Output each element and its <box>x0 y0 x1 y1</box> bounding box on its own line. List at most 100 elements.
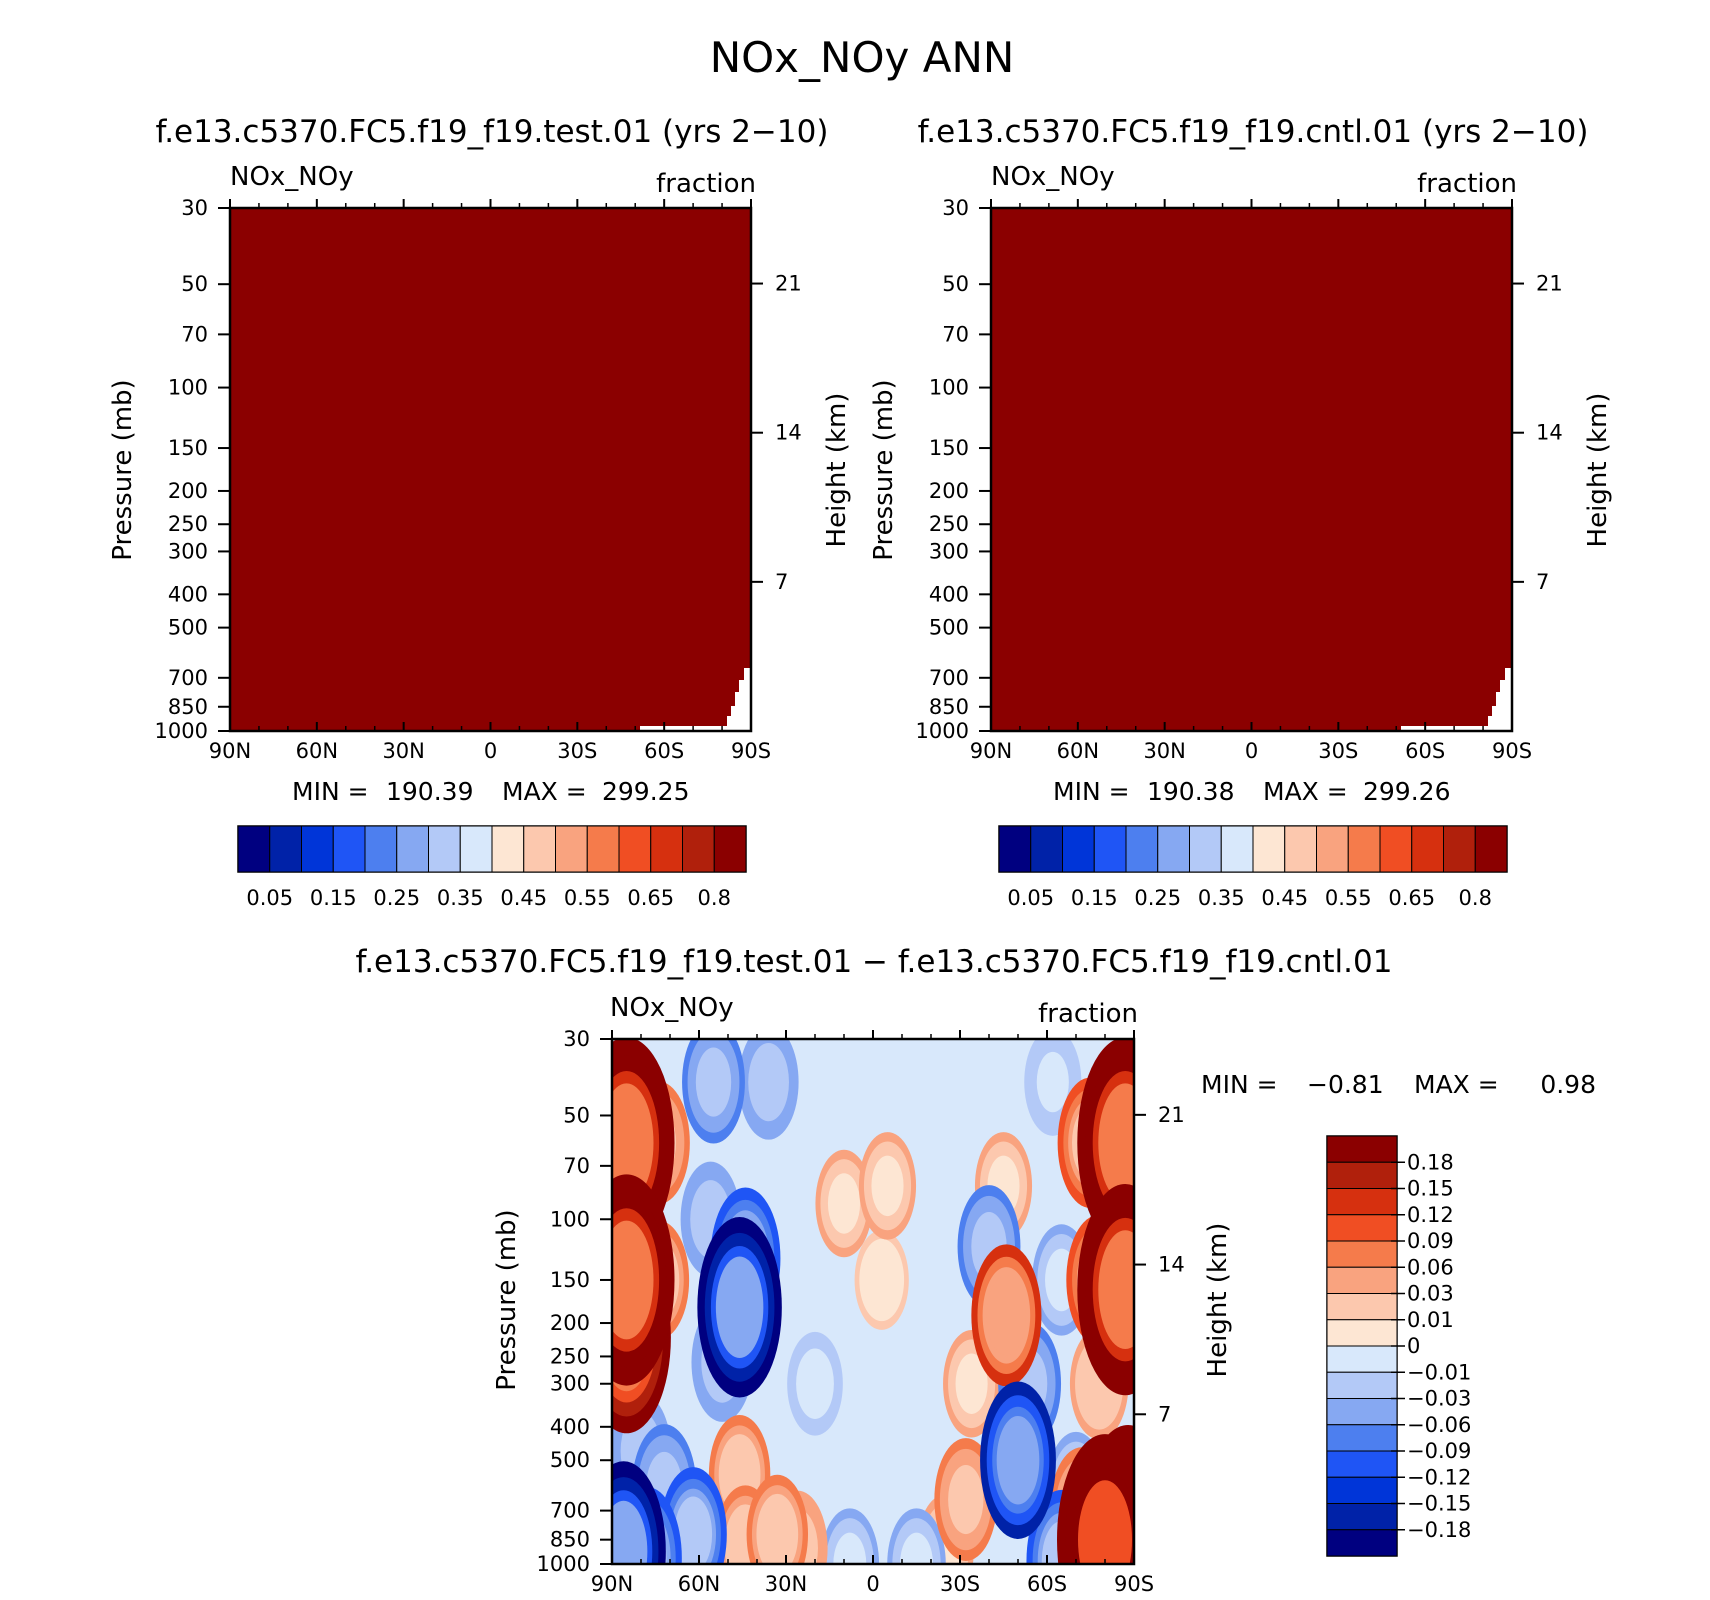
y2-axis-label: Height (km) <box>822 393 852 548</box>
y2-tick-label: 21 <box>1536 272 1563 296</box>
colorbar-swatch <box>428 825 461 873</box>
x-tick-label: 60S <box>1405 739 1445 763</box>
colorbar-swatch <box>1220 825 1254 873</box>
variable-label: NOx_NOy <box>991 162 1115 192</box>
y-tick-label: 1000 <box>155 719 208 743</box>
difference-field <box>612 1039 1134 1564</box>
max-value: 0.98 <box>1540 1070 1596 1099</box>
x-tick-label: 30N <box>765 1572 807 1596</box>
colorbar-swatch <box>1379 825 1413 873</box>
y-tick-label: 700 <box>929 666 969 690</box>
y2-tick-label: 7 <box>775 570 788 594</box>
y-tick-label: 1000 <box>537 1552 590 1576</box>
x-tick-label: 60N <box>1057 739 1099 763</box>
y-tick-label: 250 <box>168 512 208 536</box>
x-tick-label: 60S <box>644 739 684 763</box>
colorbar-swatch <box>1326 1319 1398 1347</box>
contour-region <box>751 1049 786 1115</box>
contour-region <box>871 1155 904 1217</box>
missing-data-region <box>1401 668 1512 731</box>
y2-tick-label: 14 <box>1158 1253 1185 1277</box>
contour-region <box>612 1220 654 1340</box>
colorbar-label: 0.15 <box>310 886 357 910</box>
colorbar-label: −0.15 <box>1407 1492 1471 1516</box>
min-label: MIN = <box>292 777 369 806</box>
colorbar-label: 0.65 <box>1388 886 1435 910</box>
colorbar-label: 0.45 <box>500 886 547 910</box>
missing-data-region <box>640 668 751 731</box>
colorbar-swatch <box>269 825 302 873</box>
colorbar-swatch <box>1326 1476 1398 1504</box>
colorbar-label: 0.55 <box>1325 886 1372 910</box>
x-tick-label: 30S <box>940 1572 980 1596</box>
y-tick-label: 30 <box>563 1027 590 1051</box>
colorbar-swatch <box>332 825 366 873</box>
x-tick-label: 30S <box>1318 739 1358 763</box>
colorbar-swatch <box>1316 825 1349 873</box>
y-tick-label: 500 <box>168 616 208 640</box>
y-tick-label: 50 <box>563 1103 590 1127</box>
colorbar-swatch <box>1093 825 1127 873</box>
y-tick-label: 850 <box>550 1528 590 1552</box>
y-tick-label: 700 <box>550 1499 590 1523</box>
colorbar-swatch <box>396 825 429 873</box>
y2-axis-label: Height (km) <box>1203 1223 1233 1378</box>
colorbar-swatch <box>1326 1371 1398 1399</box>
colorbar-swatch <box>523 825 556 873</box>
y-tick-label: 700 <box>168 666 208 690</box>
y-tick-label: 400 <box>929 582 969 606</box>
colorbar-label: 0.05 <box>246 886 293 910</box>
x-tick-label: 90S <box>1114 1572 1154 1596</box>
y-tick-label: 150 <box>550 1268 590 1292</box>
colorbar-label: −0.06 <box>1407 1413 1471 1437</box>
colorbar-swatch <box>1347 825 1381 873</box>
colorbar-swatch <box>1326 1398 1398 1426</box>
colorbar-label: 0.45 <box>1261 886 1308 910</box>
units-label: fraction <box>1038 999 1138 1029</box>
colorbar-swatch <box>1443 825 1476 873</box>
colorbar-label: 0.8 <box>1459 886 1492 910</box>
colorbar-label: 0.09 <box>1407 1229 1454 1253</box>
min-label: MIN = <box>1053 777 1130 806</box>
colorbar-swatch <box>713 825 747 873</box>
y-tick-label: 400 <box>168 582 208 606</box>
colorbar-label: 0.01 <box>1407 1308 1454 1332</box>
y2-axis-label: Height (km) <box>1583 393 1613 548</box>
y-tick-label: 70 <box>942 322 969 346</box>
contour-region <box>799 1354 831 1413</box>
colorbar-swatch <box>1284 825 1317 873</box>
y-axis-label: Pressure (mb) <box>869 379 899 560</box>
colorbar-swatch <box>1326 1293 1398 1321</box>
y-tick-label: 100 <box>168 376 208 400</box>
y2-tick-label: 21 <box>775 272 802 296</box>
y-tick-label: 100 <box>550 1207 590 1231</box>
y-tick-label: 300 <box>550 1372 590 1396</box>
colorbar-swatch <box>1326 1345 1398 1373</box>
colorbar-swatch <box>555 825 588 873</box>
field-fill <box>230 208 751 731</box>
colorbar-swatch <box>1411 825 1444 873</box>
colorbar-swatch <box>1326 1529 1398 1557</box>
x-tick-label: 30N <box>382 739 424 763</box>
colorbar-label: 0.03 <box>1407 1282 1454 1306</box>
y-tick-label: 400 <box>550 1415 590 1439</box>
units-label: fraction <box>656 169 756 199</box>
colorbar-label: 0.25 <box>1134 886 1181 910</box>
colorbar-label: 0.06 <box>1407 1255 1454 1279</box>
contour-region <box>695 1047 732 1117</box>
colorbar-label: 0.05 <box>1007 886 1054 910</box>
field-fill <box>991 208 1512 731</box>
x-tick-label: 60S <box>1027 1572 1067 1596</box>
x-tick-label: 0 <box>1245 739 1258 763</box>
y-tick-label: 30 <box>181 196 208 220</box>
colorbar-swatch <box>1125 825 1159 873</box>
y-tick-label: 30 <box>942 196 969 220</box>
x-tick-label: 30S <box>557 739 597 763</box>
colorbar-swatch <box>1157 825 1190 873</box>
panel-diff: f.e13.c5370.FC5.f19_f19.test.01 − f.e13.… <box>356 944 1596 1596</box>
panel-title: f.e13.c5370.FC5.f19_f19.cntl.01 (yrs 2−1… <box>918 114 1589 150</box>
colorbar-swatch <box>237 825 271 873</box>
colorbar-swatch <box>459 825 493 873</box>
max-label: MAX = <box>1414 1070 1499 1099</box>
x-tick-label: 90S <box>731 739 771 763</box>
